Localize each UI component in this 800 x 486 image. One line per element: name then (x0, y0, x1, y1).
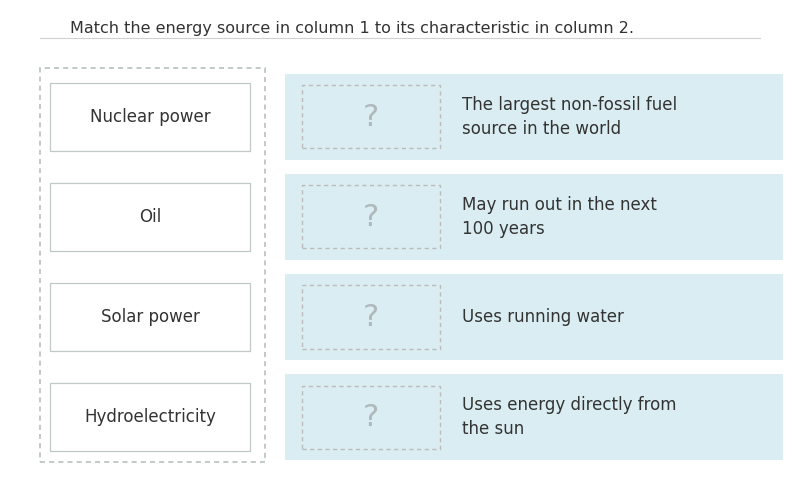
FancyBboxPatch shape (285, 374, 783, 460)
Text: ?: ? (363, 203, 379, 231)
Text: Match the energy source in column 1 to its characteristic in column 2.: Match the energy source in column 1 to i… (70, 21, 634, 36)
Text: Oil: Oil (139, 208, 161, 226)
Text: ?: ? (363, 302, 379, 331)
FancyBboxPatch shape (285, 74, 783, 160)
Text: Hydroelectricity: Hydroelectricity (84, 408, 216, 426)
FancyBboxPatch shape (285, 174, 783, 260)
Text: Uses energy directly from
the sun: Uses energy directly from the sun (462, 396, 677, 438)
Text: ?: ? (363, 402, 379, 432)
FancyBboxPatch shape (285, 274, 783, 360)
Text: Nuclear power: Nuclear power (90, 108, 210, 126)
FancyBboxPatch shape (50, 383, 250, 451)
Text: Uses running water: Uses running water (462, 308, 624, 326)
FancyBboxPatch shape (50, 183, 250, 251)
Text: Solar power: Solar power (101, 308, 199, 326)
Text: May run out in the next
100 years: May run out in the next 100 years (462, 196, 657, 238)
FancyBboxPatch shape (50, 283, 250, 351)
FancyBboxPatch shape (50, 83, 250, 151)
Text: ?: ? (363, 103, 379, 132)
Text: The largest non-fossil fuel
source in the world: The largest non-fossil fuel source in th… (462, 96, 677, 138)
